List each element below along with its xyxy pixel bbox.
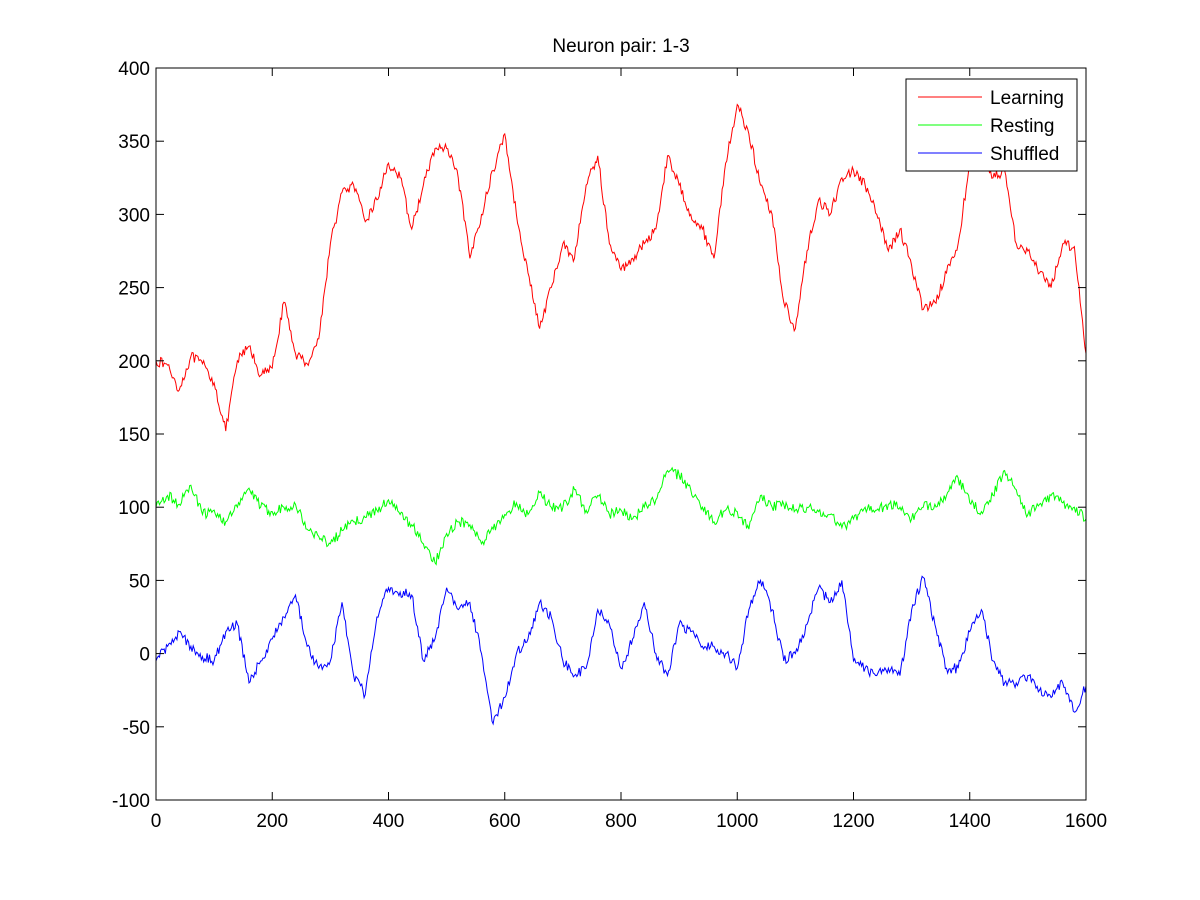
x-tick-label: 800 bbox=[605, 811, 637, 832]
y-tick-label: 200 bbox=[118, 352, 150, 373]
x-tick-label: 200 bbox=[256, 811, 288, 832]
x-tick-label: 400 bbox=[373, 811, 405, 832]
legend: Learning Resting Shuffled bbox=[905, 78, 1078, 172]
legend-label-shuffled: Shuffled bbox=[990, 144, 1059, 165]
plot-area bbox=[156, 68, 1086, 800]
x-tick-label: 0 bbox=[151, 811, 162, 832]
y-tick-label: -50 bbox=[123, 718, 150, 739]
series-line-learning bbox=[155, 103, 1087, 432]
legend-label-resting: Resting bbox=[990, 116, 1054, 137]
y-tick-label: 250 bbox=[118, 279, 150, 300]
x-tick-label: 1400 bbox=[949, 811, 991, 832]
series-line-resting bbox=[155, 466, 1087, 566]
y-tick-label: -100 bbox=[112, 791, 150, 812]
axes: 0 200 400 600 800 1000 1200 1400 1600 -100 -50 0 50… bbox=[112, 59, 1107, 832]
y-tick-label: 0 bbox=[139, 645, 150, 666]
y-tick-label: 350 bbox=[118, 132, 150, 153]
x-tick-label: 1000 bbox=[716, 811, 758, 832]
y-tick-label: 400 bbox=[118, 59, 150, 80]
x-axis-ticks: 0 200 400 600 800 1000 1200 1400 1600 bbox=[151, 68, 1107, 832]
series-line-shuffled bbox=[155, 575, 1087, 726]
x-tick-label: 1200 bbox=[832, 811, 874, 832]
series-layer bbox=[155, 103, 1087, 726]
x-tick-label: 1600 bbox=[1065, 811, 1107, 832]
chart-title: Neuron pair: 1-3 bbox=[552, 36, 689, 57]
legend-label-learning: Learning bbox=[990, 88, 1064, 109]
y-tick-label: 150 bbox=[118, 425, 150, 446]
y-tick-label: 100 bbox=[118, 498, 150, 519]
y-tick-label: 300 bbox=[118, 205, 150, 226]
y-tick-label: 50 bbox=[129, 571, 150, 592]
y-axis-ticks: -100 -50 0 50 100 150 200 250 300 350 400 bbox=[112, 59, 1086, 812]
x-tick-label: 600 bbox=[489, 811, 521, 832]
